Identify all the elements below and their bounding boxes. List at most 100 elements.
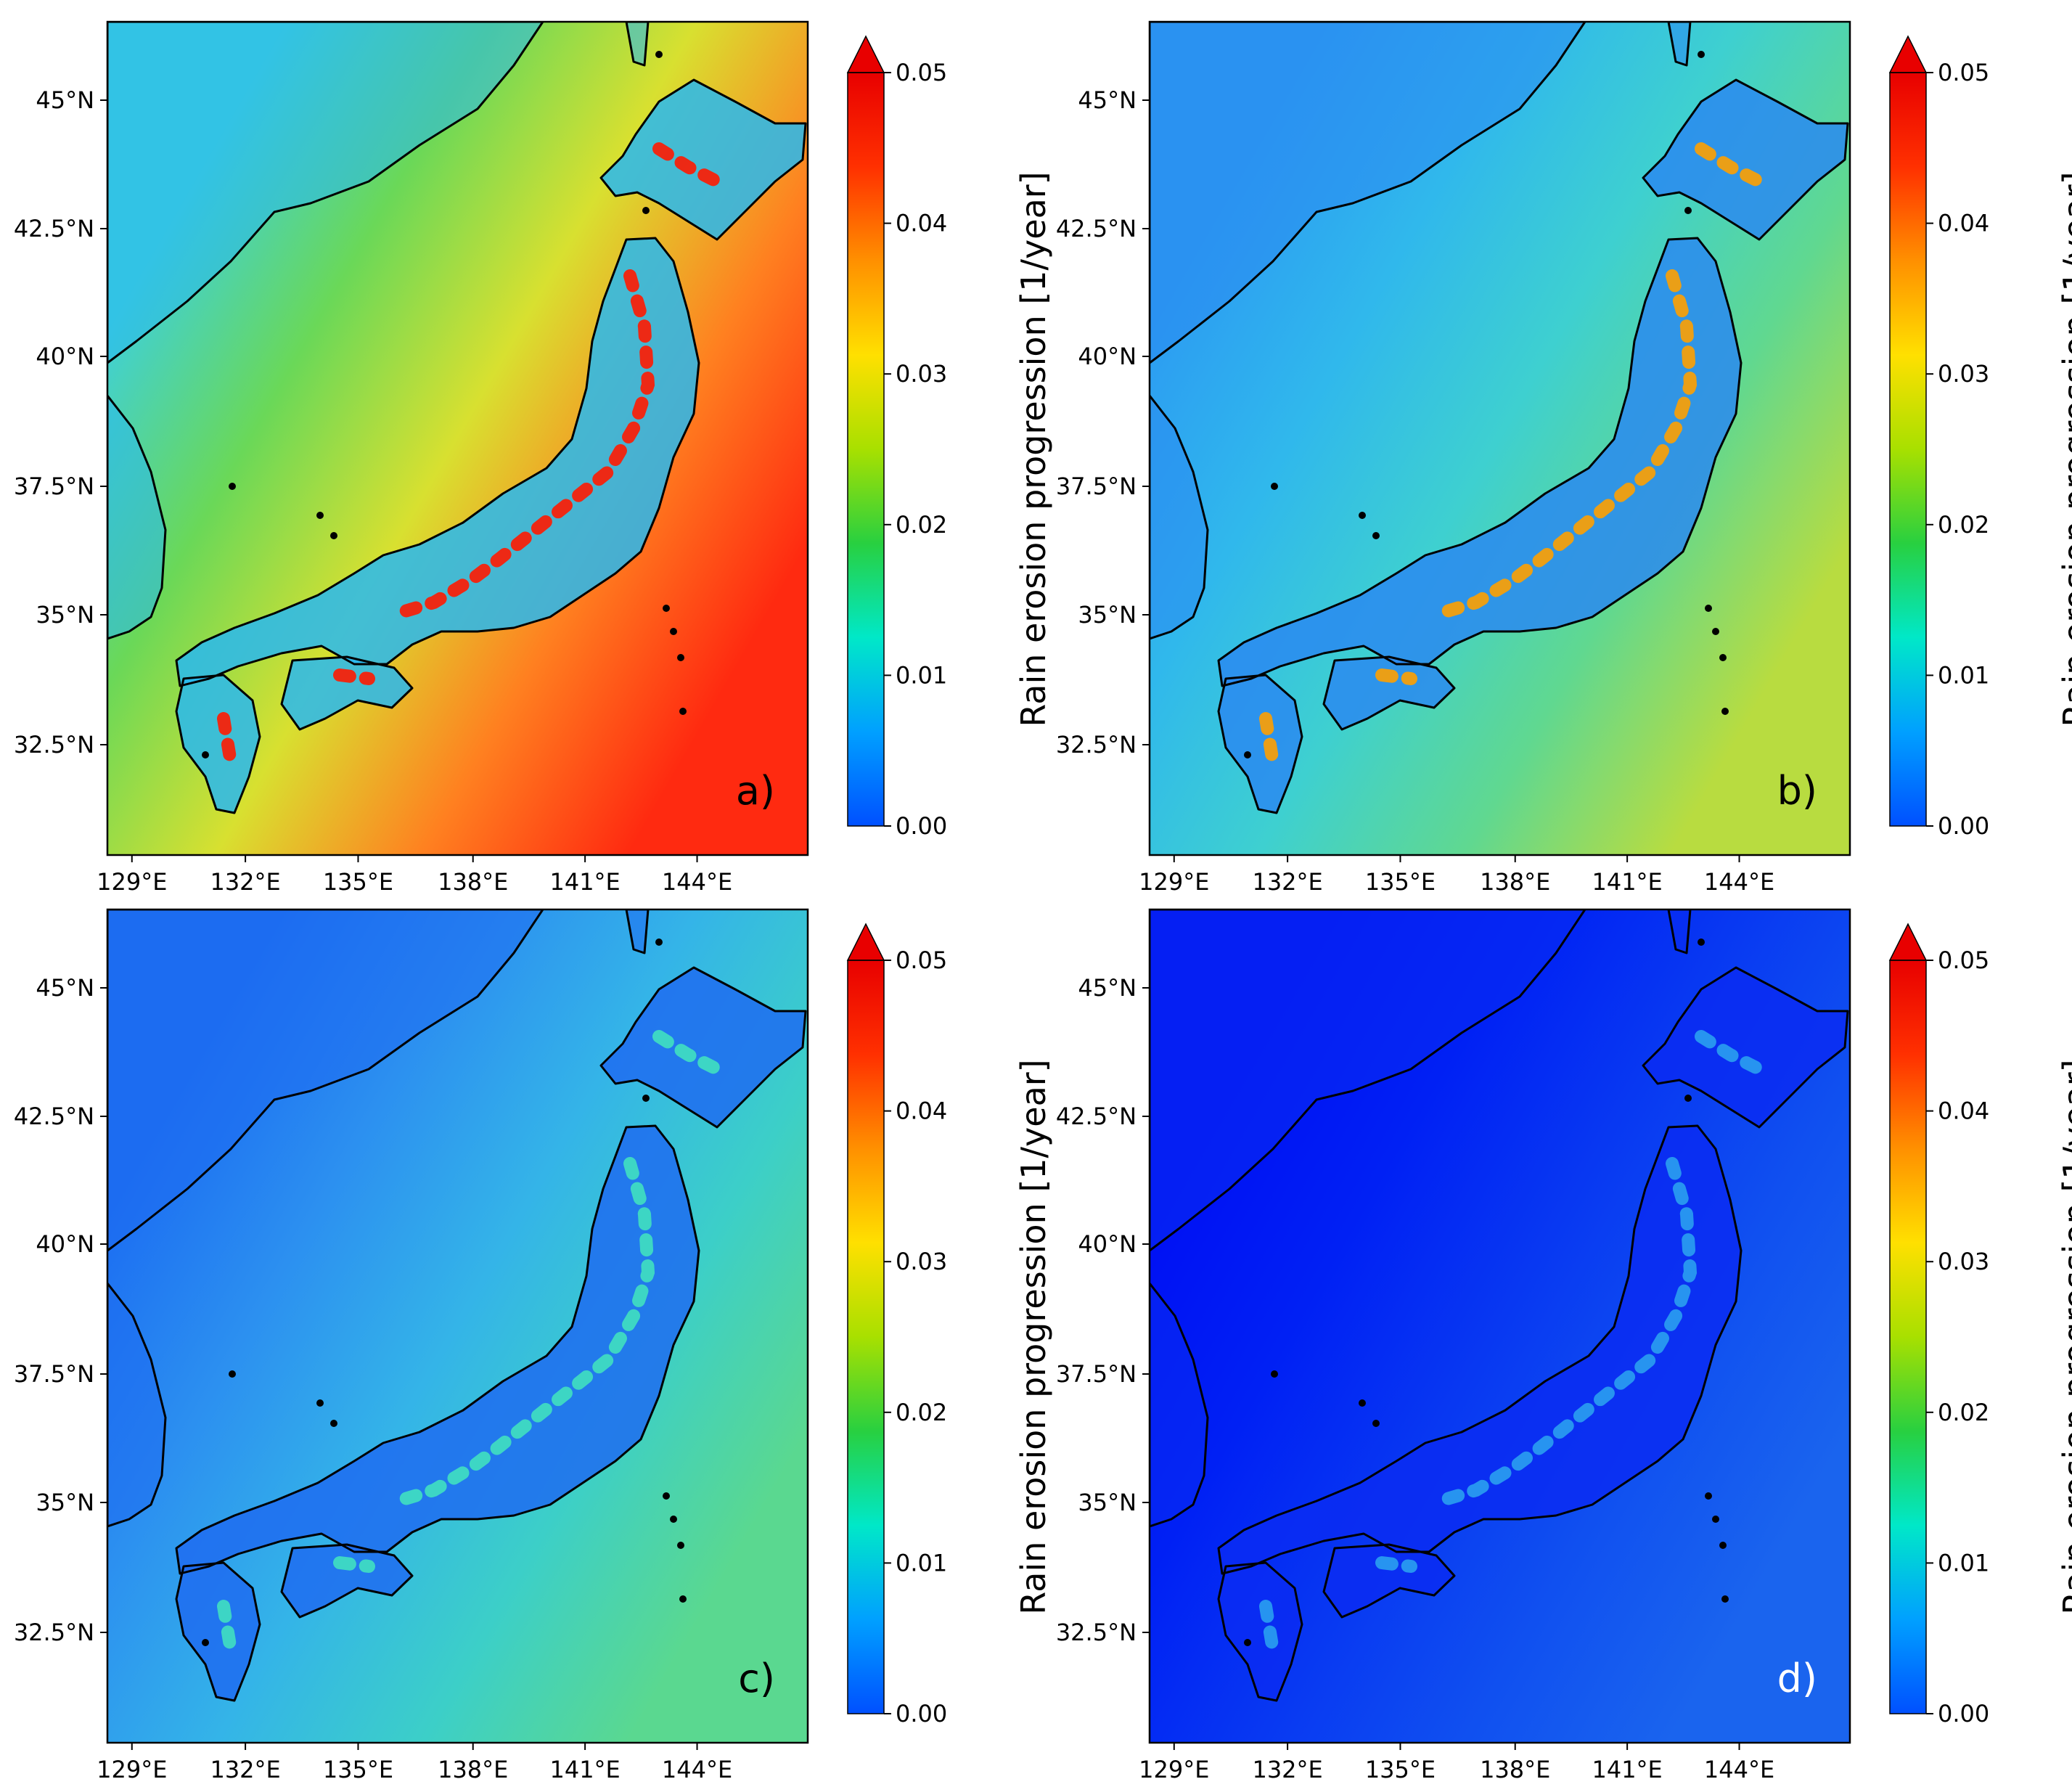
lat-tick-label: 35°N (1078, 1489, 1137, 1516)
islet (677, 654, 684, 661)
mountain-hotspots (1259, 142, 1766, 769)
coastline (1667, 909, 1692, 954)
colorbar-label: Rain erosion progression [1/year] (2056, 1059, 2072, 1614)
colorbar-tick-label: 0.05 (896, 59, 947, 86)
land-fill (1150, 1283, 1208, 1526)
coastline (1322, 1543, 1456, 1619)
mountain-hotspots (1259, 1030, 1766, 1656)
lon-tick-label: 141°E (549, 868, 620, 896)
lat-tick-label: 40°N (1078, 1230, 1137, 1258)
colorbar-tick-label: 0.05 (896, 946, 947, 974)
land-fill (1150, 909, 1585, 1251)
islet (1684, 1095, 1692, 1102)
islet (330, 532, 337, 539)
map-area (1150, 909, 1850, 1743)
islet (679, 708, 687, 715)
lat-tick-label: 42.5°N (1056, 1103, 1137, 1130)
land-fill (282, 1545, 412, 1617)
land-fill (1668, 22, 1690, 65)
panel-label: c) (738, 1656, 775, 1701)
lat-tick-label: 35°N (1078, 601, 1137, 629)
lat-tick-label: 37.5°N (14, 1360, 94, 1388)
coastline (599, 966, 807, 1129)
colorbar-tick-label: 0.04 (1938, 1097, 1989, 1125)
lon-tick-label: 138°E (438, 868, 508, 896)
lon-tick-label: 132°E (210, 1756, 280, 1783)
islet (642, 1095, 650, 1102)
islet (1705, 1492, 1712, 1500)
coastline (107, 909, 544, 1252)
islet (1372, 1420, 1380, 1427)
land-fill (1219, 675, 1302, 813)
coastline (175, 1124, 700, 1575)
lat-tick-label: 42.5°N (14, 215, 94, 242)
lon-tick-label: 135°E (323, 868, 393, 896)
map-panel-b: 129°E 132°E 135°E 138°E 141°E 144°E 45°N 42.5°N… (1056, 20, 2072, 896)
lon-tick-label: 141°E (1592, 1756, 1662, 1783)
islet (1244, 1639, 1251, 1646)
coastline (1217, 237, 1743, 687)
islet (330, 1420, 337, 1427)
islet (642, 207, 650, 214)
panel-label: a) (736, 768, 775, 814)
lat-tick-label: 45°N (36, 974, 94, 1002)
colorbar-tick-label: 0.00 (896, 1700, 947, 1727)
panel-label: d) (1777, 1656, 1817, 1701)
lat-tick-label: 42.5°N (14, 1103, 94, 1130)
coastline (1217, 1124, 1743, 1575)
islet (202, 1639, 209, 1646)
lon-tick-label: 129°E (1139, 1756, 1209, 1783)
land-fill (107, 909, 543, 1251)
islet (202, 751, 209, 758)
colorbar-tick-label: 0.04 (896, 210, 947, 237)
colorbar-tick-label: 0.02 (896, 1399, 947, 1426)
islet (1698, 51, 1705, 58)
colorbar-tick-label: 0.00 (896, 812, 947, 840)
islet (677, 1542, 684, 1549)
lat-tick-label: 35°N (36, 1489, 94, 1516)
islet (1705, 605, 1712, 612)
islet (1244, 751, 1251, 758)
coastline (1217, 1561, 1303, 1702)
colorbar-tick-label: 0.01 (896, 661, 947, 689)
colorbar-tick-label: 0.03 (896, 360, 947, 388)
islet (1359, 1399, 1366, 1407)
map-area (1150, 22, 1850, 855)
islet (1721, 708, 1729, 715)
colorbar-extend-arrow (1888, 923, 1928, 961)
lon-tick-label: 141°E (1592, 868, 1662, 896)
colorbar-tick-label: 0.02 (1938, 511, 1989, 539)
colorbar-extend-arrow (846, 35, 885, 73)
land-fill (1324, 657, 1454, 729)
islet (663, 1492, 670, 1500)
land-fill (176, 1563, 260, 1701)
islet (1271, 483, 1278, 490)
islet (1698, 939, 1705, 946)
lat-tick-label: 37.5°N (14, 473, 94, 500)
lat-tick-label: 37.5°N (1056, 473, 1137, 500)
lat-tick-label: 42.5°N (1056, 215, 1137, 242)
colorbar-tick-label: 0.05 (1938, 59, 1989, 86)
islet (655, 939, 663, 946)
colorbar-tick-label: 0.01 (896, 1549, 947, 1577)
panel-label: b) (1777, 768, 1817, 814)
colorbar-tick-label: 0.04 (896, 1097, 947, 1125)
colorbar-tick-label: 0.00 (1938, 1700, 1989, 1727)
lon-tick-label: 132°E (210, 868, 280, 896)
coastline (625, 909, 650, 954)
colorbar-tick-label: 0.01 (1938, 661, 1989, 689)
lat-tick-label: 40°N (1078, 343, 1137, 370)
islet (670, 628, 677, 635)
islet (316, 1399, 324, 1407)
colorbar-extend-arrow (846, 923, 885, 961)
colorbar-extend-arrow (1888, 35, 1928, 73)
map-panel-a: 129°E 132°E 135°E 138°E 141°E 144°E 45°N 42.5°N… (14, 20, 1053, 896)
colorbar-tick-label: 0.03 (1938, 360, 1989, 388)
land-fill (1150, 22, 1585, 363)
islet (1712, 1516, 1719, 1523)
lon-tick-label: 132°E (1252, 1756, 1322, 1783)
colorbar-label: Rain erosion progression [1/year] (1014, 1059, 1053, 1614)
coastline (280, 1543, 414, 1619)
coastline (175, 1561, 261, 1702)
